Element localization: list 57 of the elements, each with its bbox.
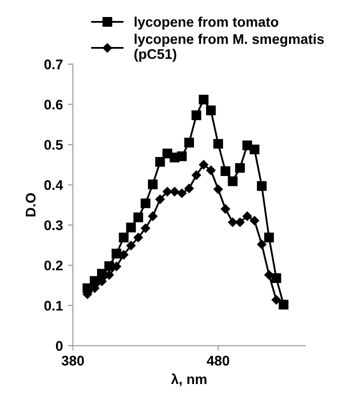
point — [140, 198, 150, 208]
legend-label: lycopene from M. smegmatis (pC51) — [134, 34, 324, 62]
point — [206, 166, 216, 175]
point — [133, 212, 144, 222]
point — [162, 187, 172, 196]
point — [112, 248, 122, 258]
point — [278, 300, 288, 310]
point — [206, 106, 216, 116]
x-axis-title: λ, nm — [171, 374, 206, 386]
point — [271, 273, 282, 283]
point — [228, 176, 238, 186]
y-tick-label: 0.6 — [44, 100, 63, 110]
point — [192, 170, 202, 180]
y-tick-label: 0.4 — [44, 180, 64, 190]
point — [250, 144, 260, 154]
x-tick-label: 480 — [206, 356, 230, 366]
point — [126, 240, 136, 250]
point — [184, 184, 194, 194]
y-tick-label: 0.1 — [44, 300, 63, 311]
point — [256, 181, 267, 191]
point — [198, 94, 209, 104]
point — [264, 232, 274, 242]
point — [184, 138, 194, 148]
point — [220, 204, 230, 214]
point — [257, 240, 266, 249]
point — [134, 232, 143, 242]
point — [242, 212, 252, 221]
y-tick-label: 0.2 — [44, 260, 63, 270]
point — [235, 163, 245, 173]
y-tick-label: 0.5 — [44, 140, 63, 150]
point — [214, 184, 223, 194]
point — [220, 166, 230, 176]
x-tick-label: 380 — [62, 356, 84, 366]
y-tick-label: 0 — [56, 341, 63, 351]
point — [155, 157, 165, 167]
point — [250, 216, 260, 226]
point — [264, 270, 274, 280]
point — [177, 188, 186, 198]
y-axis-title: D.O — [26, 193, 36, 216]
point — [176, 151, 187, 162]
point — [228, 218, 238, 227]
y-tick-label: 0.3 — [44, 220, 63, 230]
point — [199, 160, 208, 170]
point — [213, 138, 224, 149]
point — [272, 295, 281, 304]
point — [104, 261, 114, 271]
point — [235, 218, 245, 227]
y-tick-label: 0.7 — [44, 60, 63, 70]
point — [126, 222, 136, 232]
point — [140, 224, 150, 233]
point — [148, 180, 158, 190]
point — [155, 194, 165, 204]
point — [118, 232, 129, 242]
point — [170, 187, 180, 196]
point — [192, 110, 202, 120]
legend-label: lycopene from tomato — [134, 16, 278, 30]
point — [148, 212, 158, 221]
